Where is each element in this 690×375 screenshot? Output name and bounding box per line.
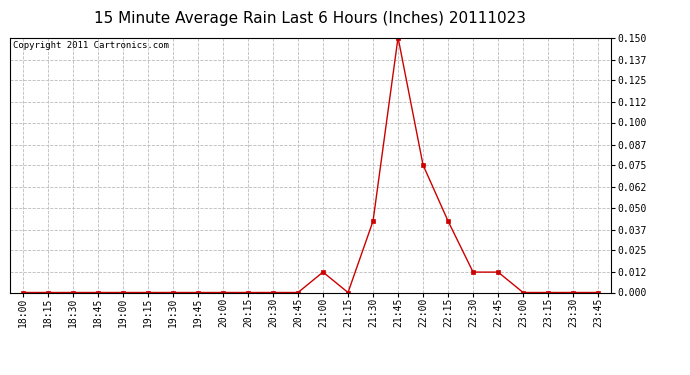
- Text: Copyright 2011 Cartronics.com: Copyright 2011 Cartronics.com: [13, 41, 169, 50]
- Text: 15 Minute Average Rain Last 6 Hours (Inches) 20111023: 15 Minute Average Rain Last 6 Hours (Inc…: [95, 11, 526, 26]
